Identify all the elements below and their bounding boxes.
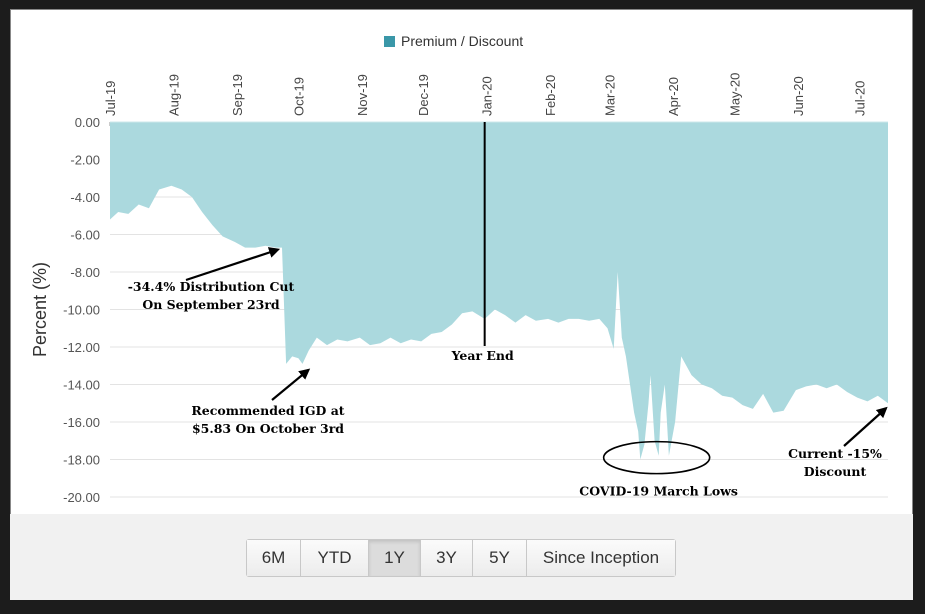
y-tick-label: -4.00 (70, 190, 100, 205)
y-tick-label: -16.00 (63, 415, 100, 430)
range-button-6m[interactable]: 6M (247, 540, 301, 576)
x-tick-label: Apr-20 (666, 77, 681, 116)
annotation-current-discount: Current -15% (788, 446, 882, 461)
x-tick-label: Jan-20 (480, 76, 495, 116)
series-area (110, 122, 888, 460)
y-tick-label: -18.00 (63, 453, 100, 468)
annotation-year-end: Year End (451, 348, 514, 363)
x-tick-label: Nov-19 (355, 74, 370, 116)
annotation-distribution-cut: On September 23rd (142, 297, 280, 312)
annotation-covid-lows: COVID-19 March Lows (579, 484, 738, 499)
range-button-since-inception[interactable]: Since Inception (527, 540, 675, 576)
range-button-group: 6M YTD 1Y 3Y 5Y Since Inception (246, 539, 676, 577)
annotation-recommended: $5.83 On October 3rd (192, 421, 344, 436)
covid-lows-ellipse (602, 440, 711, 475)
x-tick-label: Feb-20 (543, 75, 558, 116)
y-tick-label: -12.00 (63, 340, 100, 355)
x-tick-label: Jun-20 (791, 76, 806, 116)
y-tick-label: -14.00 (63, 378, 100, 393)
range-button-5y[interactable]: 5Y (473, 540, 527, 576)
y-tick-label: -8.00 (70, 265, 100, 280)
x-tick-label: Mar-20 (603, 75, 618, 116)
annotation-arrow-recommended (271, 368, 311, 401)
range-button-ytd[interactable]: YTD (301, 540, 369, 576)
y-tick-label: -2.00 (70, 153, 100, 168)
annotation-arrow-current-discount (843, 406, 888, 447)
annotation-recommended: Recommended IGD at (191, 403, 344, 418)
x-tick-label: Dec-19 (416, 74, 431, 116)
y-tick-label: -6.00 (70, 228, 100, 243)
x-tick-label: Aug-19 (166, 74, 181, 116)
y-tick-label: -10.00 (63, 303, 100, 318)
annotation-distribution-cut: -34.4% Distribution Cut (128, 279, 295, 294)
x-tick-label: Jul-20 (852, 81, 867, 116)
chart-panel: Premium / Discount 0.00 -2.00 -4.00 -6.00 -8.… (10, 9, 913, 600)
x-tick-label: Sep-19 (230, 74, 245, 116)
premium-discount-chart: Premium / Discount 0.00 -2.00 -4.00 -6.00 -8.… (30, 33, 888, 505)
range-button-3y[interactable]: 3Y (421, 540, 473, 576)
legend-label: Premium / Discount (401, 33, 523, 49)
annotation-current-discount: Discount (804, 464, 867, 479)
x-tick-label: May-20 (727, 73, 742, 116)
y-tick-label: -20.00 (63, 490, 100, 505)
y-axis-title: Percent (%) (30, 262, 50, 357)
annotation-arrow-distribution-cut (185, 247, 281, 282)
y-tick-label: 0.00 (75, 115, 100, 130)
range-button-1y[interactable]: 1Y (369, 540, 421, 576)
range-button-bar: 6M YTD 1Y 3Y 5Y Since Inception (10, 514, 913, 600)
x-tick-label: Jul-19 (103, 81, 118, 116)
x-tick-label: Oct-19 (291, 77, 306, 116)
legend-swatch (384, 36, 395, 47)
